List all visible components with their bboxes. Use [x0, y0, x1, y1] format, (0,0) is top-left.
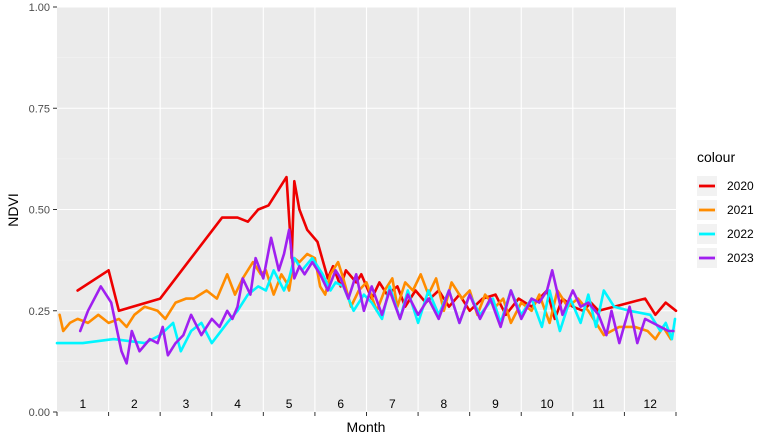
month-label: 7: [389, 397, 396, 411]
x-axis: [56, 412, 677, 416]
legend-label-2020: 2020: [727, 179, 754, 193]
series-line-2020: [76, 175, 678, 321]
month-label: 12: [644, 397, 658, 411]
month-label: 8: [441, 397, 448, 411]
y-tick-label: 0.25: [29, 306, 50, 318]
month-labels: 1 2 3 4 5 6 7 8 9 10 11 12: [79, 397, 657, 411]
month-label: 11: [592, 397, 605, 411]
series-line-2023: [78, 228, 675, 365]
month-label: 5: [286, 397, 293, 411]
legend-label-2022: 2022: [727, 227, 754, 241]
y-tick-label: 0.50: [29, 205, 50, 217]
month-label: 9: [492, 397, 499, 411]
grid-lines: [57, 6, 676, 413]
legend-label-2021: 2021: [727, 203, 754, 217]
month-label: 3: [183, 397, 190, 411]
legend-title: colour: [697, 149, 735, 165]
y-tick-label: 0.75: [29, 103, 50, 115]
series-lines: [55, 175, 678, 365]
month-label: 1: [79, 397, 86, 411]
month-label: 6: [337, 397, 344, 411]
y-axis-title: NDVI: [5, 193, 21, 226]
y-tick-label: 1.00: [29, 2, 50, 14]
legend-label-2023: 2023: [727, 251, 754, 265]
legend: colour 2020 2021 2022 2023: [697, 149, 754, 268]
y-tick-label: 0.00: [29, 407, 50, 419]
month-label: 10: [540, 397, 554, 411]
month-label: 2: [131, 397, 138, 411]
x-axis-title: Month: [347, 419, 386, 435]
month-label: 4: [234, 397, 241, 411]
series-line-2022: [55, 256, 677, 353]
y-axis: 0.00 0.25 0.50 0.75 1.00: [29, 2, 57, 419]
